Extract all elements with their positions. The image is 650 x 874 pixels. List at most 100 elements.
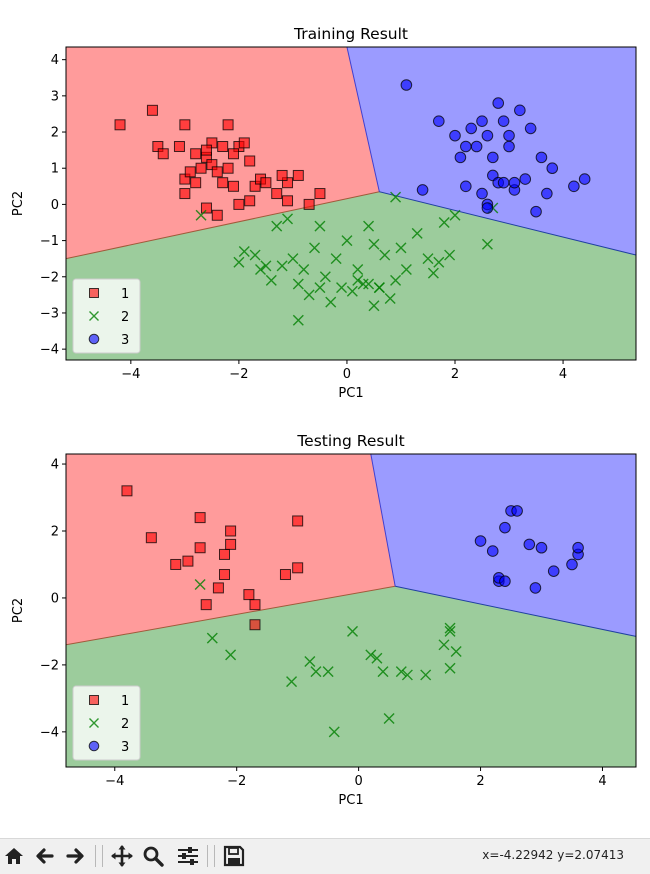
data-point-class-3	[530, 205, 542, 218]
legend-label-1: 1	[121, 287, 129, 302]
y-tick-label: 0	[51, 591, 59, 606]
data-point-class-2	[286, 676, 298, 688]
y-tick-label: −3	[40, 306, 59, 321]
data-point-class-1	[170, 558, 182, 570]
data-point-class-2	[450, 646, 462, 658]
data-point-class-1	[271, 188, 283, 200]
data-point-class-2	[401, 669, 413, 681]
chart-title: Testing Result	[296, 432, 404, 450]
data-point-class-3	[535, 541, 548, 554]
zoom-icon[interactable]	[139, 842, 167, 870]
data-point-class-3	[514, 104, 526, 117]
data-point-class-3	[449, 129, 461, 142]
data-point-class-3	[481, 129, 494, 142]
y-tick-label: 4	[51, 53, 59, 68]
data-point-class-1	[211, 166, 223, 178]
toolbar: x=-4.22942 y=2.07413	[0, 838, 650, 874]
data-point-class-2	[395, 666, 407, 678]
legend-marker-3	[88, 740, 100, 752]
data-point-class-3	[470, 140, 483, 153]
data-point-class-3	[476, 187, 488, 200]
region-class-3	[370, 454, 636, 637]
data-point-class-3	[465, 122, 478, 135]
toolbar-separator	[95, 845, 96, 867]
pan-icon[interactable]	[108, 842, 136, 870]
plot-area	[66, 454, 636, 767]
x-tick-label: 4	[559, 367, 567, 382]
data-point-class-2	[390, 274, 402, 286]
configure-subplots-icon[interactable]	[174, 842, 202, 870]
data-point-class-1	[190, 177, 202, 189]
data-point-class-2	[352, 264, 364, 276]
data-point-class-1	[179, 188, 191, 200]
data-point-class-1	[219, 569, 231, 581]
data-point-class-2	[444, 249, 456, 261]
data-point-class-3	[535, 151, 548, 164]
data-point-class-2	[282, 213, 294, 225]
data-point-class-1	[222, 162, 234, 174]
boundary-1-3	[370, 454, 396, 587]
chart-title: Training Result	[293, 25, 408, 43]
data-point-class-2	[195, 209, 207, 221]
data-point-class-3	[481, 202, 494, 214]
data-point-class-2	[304, 656, 316, 668]
x-tick-label: 2	[476, 774, 484, 789]
data-point-class-2	[427, 267, 439, 279]
data-point-class-2	[319, 271, 331, 283]
data-point-class-1	[227, 148, 239, 160]
data-point-class-2	[309, 242, 321, 254]
legend-marker-2	[89, 311, 99, 321]
data-point-class-3	[541, 187, 553, 200]
data-point-class-2	[395, 242, 407, 254]
data-point-class-2	[433, 256, 445, 268]
y-tick-label: 0	[51, 198, 59, 213]
data-point-class-2	[400, 264, 412, 276]
data-point-class-1	[194, 542, 206, 554]
legend-frame	[72, 685, 141, 761]
data-point-class-3	[508, 176, 521, 189]
data-point-class-1	[195, 162, 207, 174]
save-icon[interactable]	[220, 842, 248, 870]
data-point-class-3	[572, 541, 584, 554]
forward-icon[interactable]	[61, 842, 89, 870]
data-point-class-2	[249, 249, 261, 261]
data-point-class-2	[363, 278, 375, 290]
legend: 1 2 3	[72, 278, 141, 354]
data-point-class-2	[298, 264, 310, 276]
y-tick-label: 3	[51, 89, 59, 104]
data-point-class-1	[182, 555, 194, 567]
data-point-class-2	[444, 622, 456, 634]
x-tick-label: 2	[451, 367, 459, 382]
data-point-class-3	[503, 129, 515, 142]
data-point-class-2	[328, 726, 340, 738]
data-point-class-3	[546, 162, 559, 175]
legend: 1 2 3	[72, 685, 141, 761]
data-point-class-2	[255, 264, 266, 276]
toolbar-separator	[214, 845, 215, 867]
data-point-class-2	[260, 260, 272, 272]
toolbar-separator	[102, 845, 103, 867]
x-tick-label: 0	[343, 367, 351, 382]
x-tick-label: 0	[354, 774, 362, 789]
home-icon[interactable]	[0, 842, 28, 870]
data-point-class-2	[363, 220, 375, 232]
legend-label-2: 2	[121, 310, 129, 325]
region-class-1	[66, 47, 380, 259]
y-tick-label: −4	[40, 725, 59, 740]
data-point-class-1	[292, 562, 304, 574]
legend-marker-1	[89, 695, 99, 705]
data-point-class-1	[184, 166, 196, 178]
data-point-class-1	[212, 582, 224, 594]
data-point-class-2	[411, 227, 423, 239]
back-icon[interactable]	[31, 842, 59, 870]
data-point-class-3	[511, 505, 523, 517]
data-point-class-1	[303, 198, 315, 210]
legend-label-1: 1	[121, 694, 129, 709]
data-point-class-1	[249, 599, 261, 611]
y-axis-label: PC2	[11, 598, 26, 623]
data-point-class-2	[314, 282, 326, 294]
data-point-class-3	[578, 173, 591, 185]
data-point-class-3	[499, 575, 511, 588]
data-point-class-3	[524, 122, 537, 135]
y-tick-label: 2	[51, 126, 59, 141]
